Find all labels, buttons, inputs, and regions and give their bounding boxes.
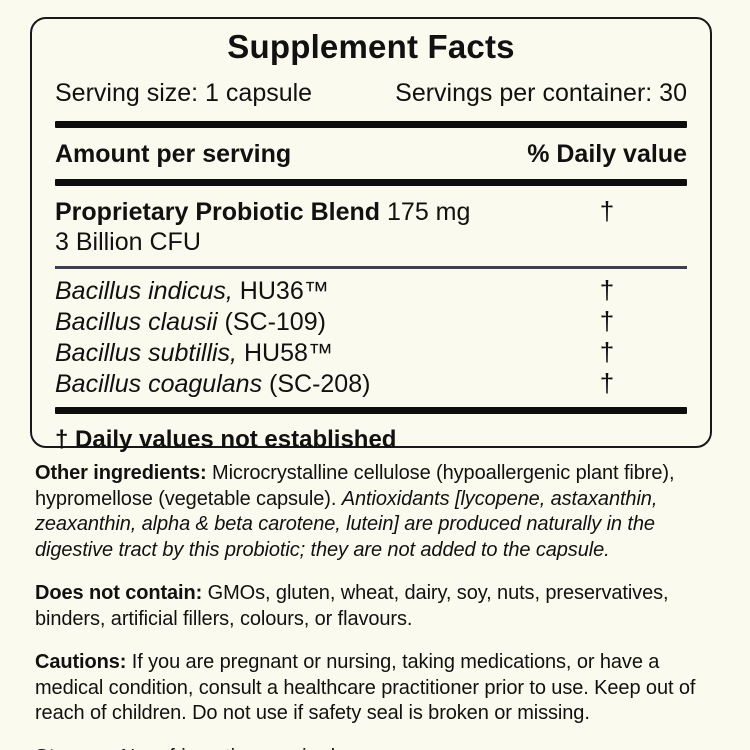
strain-daily-value-dagger: † (599, 306, 615, 336)
thick-rule-bottom (55, 407, 687, 414)
servings-per-container: Servings per container: 30 (395, 79, 687, 107)
label-info-sections: Other ingredients: Microcrystalline cell… (35, 461, 717, 750)
blend-amount: 175 mg (380, 198, 471, 226)
cautions-text: If you are pregnant or nursing, taking m… (35, 651, 696, 724)
blend-cfu: 3 Billion CFU (55, 228, 201, 256)
strain-row: Bacillus subtillis, HU58™ † (55, 337, 687, 368)
serving-size: Serving size: 1 capsule (55, 79, 313, 107)
amount-per-serving-header: Amount per serving (55, 140, 292, 168)
strain-list: Bacillus indicus, HU36™ † Bacillus claus… (55, 269, 687, 406)
blend-row: Proprietary Probiotic Blend 175 mg † (55, 196, 687, 227)
strain-row: Bacillus indicus, HU36™ † (55, 275, 687, 306)
thick-rule-header (55, 179, 687, 186)
blend-name: Proprietary Probiotic Blend (55, 198, 381, 226)
blend-name-amount: Proprietary Probiotic Blend 175 mg (55, 197, 470, 227)
supplement-facts-panel: Supplement Facts Serving size: 1 capsule… (30, 17, 712, 453)
other-ingredients-text: Microcrystalline cellulose (hypoallergen… (35, 462, 675, 510)
serving-info-row: Serving size: 1 capsule Servings per con… (55, 78, 687, 108)
other-ingredients-label: Other ingredients: (35, 462, 207, 484)
storage-label: Storage: (35, 746, 115, 750)
blend-daily-value-dagger: † (599, 196, 615, 226)
other-ingredients-paragraph: Other ingredients: Microcrystalline cell… (35, 461, 717, 563)
strain-name: Bacillus coagulans (SC-208) (55, 370, 371, 398)
daily-value-header: % Daily value (527, 140, 687, 168)
blend-block: Proprietary Probiotic Blend 175 mg † 3 B… (55, 186, 687, 257)
strain-name: Bacillus indicus, HU36™ (55, 277, 329, 305)
strain-daily-value-dagger: † (599, 368, 615, 398)
strain-name: Bacillus clausii (SC-109) (55, 308, 326, 336)
storage-text: No refrigeration required. (115, 746, 341, 750)
strain-name: Bacillus subtillis, HU58™ (55, 339, 333, 367)
thin-rule (55, 266, 687, 269)
daily-value-footnote: † Daily values not established (55, 426, 397, 453)
other-ingredients-italic-text: Antioxidants [lycopene, astaxanthin, zea… (35, 487, 658, 561)
cautions-label: Cautions: (35, 651, 127, 673)
does-not-contain-paragraph: Does not contain: GMOs, gluten, wheat, d… (35, 581, 717, 632)
column-header-row: Amount per serving % Daily value (55, 128, 687, 179)
does-not-contain-label: Does not contain: (35, 582, 203, 604)
does-not-contain-text: GMOs, gluten, wheat, dairy, soy, nuts, p… (35, 582, 669, 630)
panel-title: Supplement Facts (227, 28, 515, 65)
strain-daily-value-dagger: † (599, 337, 615, 367)
thick-rule-top (55, 121, 687, 128)
strain-row: Bacillus clausii (SC-109) † (55, 306, 687, 337)
strain-row: Bacillus coagulans (SC-208) † (55, 368, 687, 399)
strain-daily-value-dagger: † (599, 275, 615, 305)
storage-paragraph: Storage: No refrigeration required. (35, 745, 717, 750)
cautions-paragraph: Cautions: If you are pregnant or nursing… (35, 650, 717, 727)
